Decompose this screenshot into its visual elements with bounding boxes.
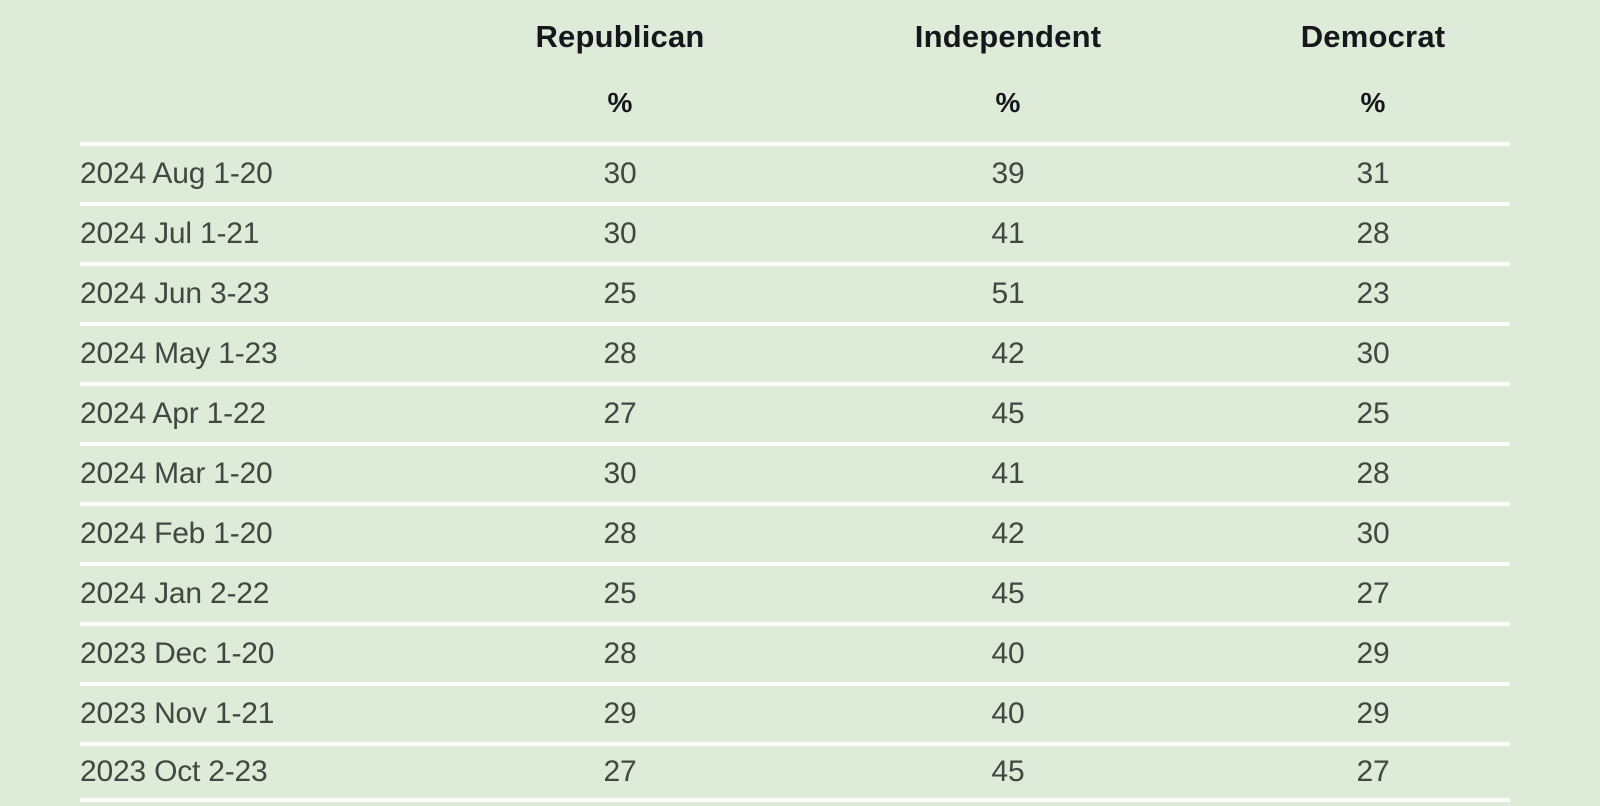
table-row: 2023 Nov 1-21 29 40 29	[80, 682, 1510, 742]
column-unit-independent: %	[995, 87, 1021, 118]
row-period-label: 2024 Jun 3-23	[80, 262, 460, 322]
table-header: Republican Independent Democrat % % %	[80, 0, 1510, 142]
cell-independent: 40	[780, 682, 1236, 742]
table-row: 2024 Jun 3-23 25 51 23	[80, 262, 1510, 322]
table-row: 2023 Dec 1-20 28 40 29	[80, 622, 1510, 682]
column-header-democrat: Democrat	[1300, 19, 1446, 54]
column-header-period	[80, 0, 460, 64]
cell-independent: 41	[780, 202, 1236, 262]
cell-independent: 40	[780, 622, 1236, 682]
cell-democrat: 27	[1236, 562, 1510, 622]
table-row: 2024 Jan 2-22 25 45 27	[80, 562, 1510, 622]
party-affiliation-table: Republican Independent Democrat % % % 20…	[80, 0, 1510, 802]
table-row: 2024 Jul 1-21 30 41 28	[80, 202, 1510, 262]
row-period-label: 2024 Jan 2-22	[80, 562, 460, 622]
cell-democrat: 25	[1236, 382, 1510, 442]
cell-republican: 30	[460, 442, 780, 502]
cell-democrat: 27	[1236, 742, 1510, 802]
table-row: 2024 Apr 1-22 27 45 25	[80, 382, 1510, 442]
cell-republican: 30	[460, 142, 780, 202]
table-row: 2023 Oct 2-23 27 45 27	[80, 742, 1510, 802]
table-row: 2024 Aug 1-20 30 39 31	[80, 142, 1510, 202]
cell-independent: 51	[780, 262, 1236, 322]
cell-independent: 41	[780, 442, 1236, 502]
table-row: 2024 Mar 1-20 30 41 28	[80, 442, 1510, 502]
column-unit-republican: %	[607, 87, 633, 118]
row-period-label: 2024 Mar 1-20	[80, 442, 460, 502]
cell-democrat: 28	[1236, 202, 1510, 262]
cell-democrat: 31	[1236, 142, 1510, 202]
table-row: 2024 May 1-23 28 42 30	[80, 322, 1510, 382]
cell-independent: 45	[780, 742, 1236, 802]
cell-republican: 28	[460, 322, 780, 382]
cell-republican: 28	[460, 622, 780, 682]
row-period-label: 2023 Oct 2-23	[80, 742, 460, 802]
cell-independent: 45	[780, 382, 1236, 442]
column-unit-period	[80, 64, 460, 142]
header-row-units: % % %	[80, 64, 1510, 142]
column-unit-democrat: %	[1360, 87, 1386, 118]
cell-independent: 39	[780, 142, 1236, 202]
table-row: 2024 Feb 1-20 28 42 30	[80, 502, 1510, 562]
row-period-label: 2024 Feb 1-20	[80, 502, 460, 562]
cell-republican: 28	[460, 502, 780, 562]
cell-republican: 27	[460, 742, 780, 802]
cell-democrat: 29	[1236, 622, 1510, 682]
row-period-label: 2024 May 1-23	[80, 322, 460, 382]
cell-republican: 29	[460, 682, 780, 742]
cell-independent: 42	[780, 502, 1236, 562]
cell-republican: 25	[460, 562, 780, 622]
cell-independent: 42	[780, 322, 1236, 382]
row-period-label: 2024 Jul 1-21	[80, 202, 460, 262]
cell-democrat: 29	[1236, 682, 1510, 742]
row-period-label: 2024 Apr 1-22	[80, 382, 460, 442]
row-period-label: 2023 Nov 1-21	[80, 682, 460, 742]
column-header-republican: Republican	[535, 19, 705, 54]
cell-republican: 27	[460, 382, 780, 442]
row-period-label: 2024 Aug 1-20	[80, 142, 460, 202]
table-body: 2024 Aug 1-20 30 39 31 2024 Jul 1-21 30 41 28 20…	[80, 142, 1510, 802]
cell-independent: 45	[780, 562, 1236, 622]
cell-republican: 25	[460, 262, 780, 322]
row-period-label: 2023 Dec 1-20	[80, 622, 460, 682]
cell-democrat: 30	[1236, 502, 1510, 562]
cell-democrat: 23	[1236, 262, 1510, 322]
column-header-independent: Independent	[914, 19, 1102, 54]
cell-democrat: 28	[1236, 442, 1510, 502]
cell-democrat: 30	[1236, 322, 1510, 382]
cell-republican: 30	[460, 202, 780, 262]
header-row-labels: Republican Independent Democrat	[80, 0, 1510, 64]
